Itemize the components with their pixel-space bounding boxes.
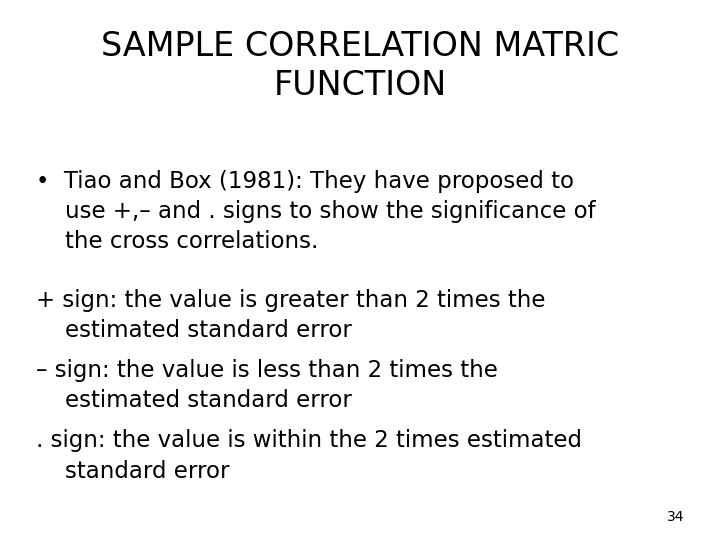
Text: SAMPLE CORRELATION MATRIC
FUNCTION: SAMPLE CORRELATION MATRIC FUNCTION [101,30,619,102]
Text: + sign: the value is greater than 2 times the
    estimated standard error: + sign: the value is greater than 2 time… [36,289,546,342]
Text: . sign: the value is within the 2 times estimated
    standard error: . sign: the value is within the 2 times … [36,429,582,483]
Text: 34: 34 [667,510,684,524]
Text: •  Tiao and Box (1981): They have proposed to
    use +,– and . signs to show th: • Tiao and Box (1981): They have propose… [36,170,595,253]
Text: – sign: the value is less than 2 times the
    estimated standard error: – sign: the value is less than 2 times t… [36,359,498,413]
